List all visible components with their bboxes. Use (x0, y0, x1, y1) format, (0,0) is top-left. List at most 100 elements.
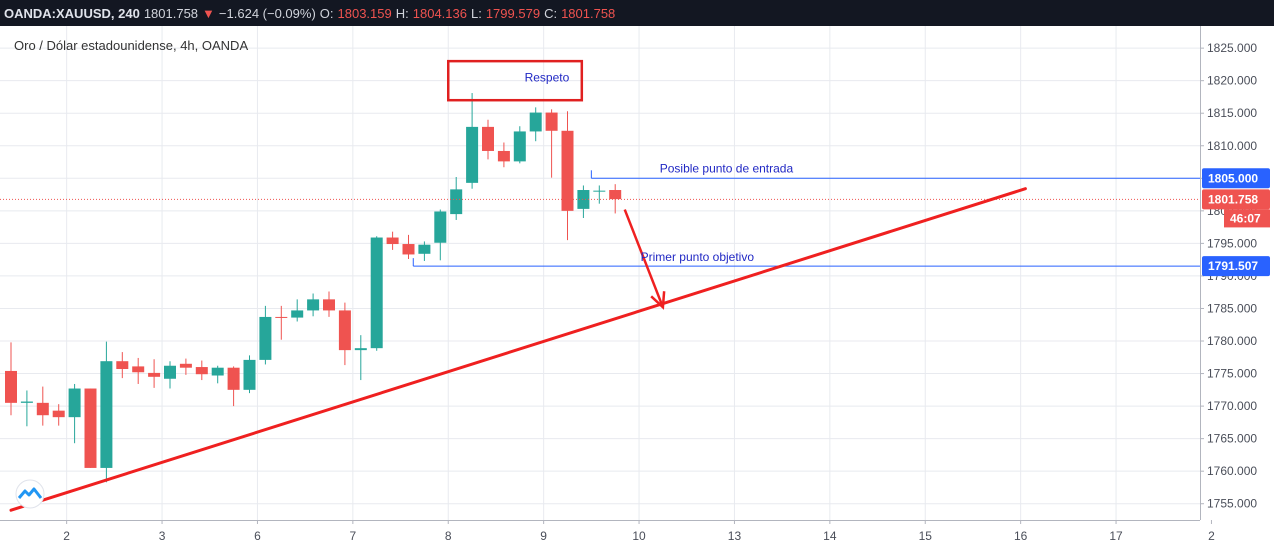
candle-body (593, 190, 606, 192)
y-tick-label: 1780.000 (1207, 334, 1257, 348)
chart-title: Oro / Dólar estadounidense, 4h, OANDA (14, 38, 248, 53)
x-tick-label: 3 (159, 529, 166, 543)
price-tag-label: 1801.758 (1208, 192, 1258, 206)
candle-body (577, 190, 590, 209)
candle-body (370, 237, 383, 349)
grid (0, 26, 1212, 520)
candle-body (116, 361, 129, 370)
candle-body (418, 244, 431, 254)
candle-body (52, 410, 65, 418)
y-tick-label: 1810.000 (1207, 139, 1257, 153)
candle-body (434, 211, 447, 243)
price-tag[interactable] (1202, 168, 1270, 189)
x-tick-label: 7 (350, 529, 357, 543)
candle-body (275, 316, 288, 318)
low-value: 1799.579 (485, 5, 541, 21)
high-value: 1804.136 (412, 5, 467, 21)
candle-body (36, 402, 49, 416)
y-tick-label: 1820.000 (1207, 74, 1257, 88)
candle-body (323, 299, 335, 311)
candle-body (482, 126, 494, 151)
candle-body (243, 359, 256, 390)
price-tag[interactable] (1202, 189, 1270, 210)
y-tick-label: 1755.000 (1207, 497, 1257, 511)
candle-body (84, 388, 97, 468)
candle-body (227, 367, 240, 390)
candle-body (338, 310, 351, 351)
time-axis[interactable]: 2 3 6 7 8 9 10 13 14 15 16 17 2 (0, 520, 1215, 543)
last-price: 1801.758 (143, 5, 199, 21)
candle-body (307, 299, 320, 311)
y-tick-label: 1760.000 (1207, 464, 1257, 478)
price-tag-label: 1791.507 (1208, 259, 1258, 273)
high-label: H: (395, 5, 409, 21)
candle-body (291, 310, 304, 318)
countdown-label: 46:07 (1230, 211, 1261, 225)
candle-body (164, 365, 176, 379)
x-tick-label: 8 (445, 529, 452, 543)
candle-body (20, 401, 33, 403)
price-chart[interactable]: Respeto Posible punto de entrada Primer pu… (0, 26, 1274, 551)
price-axis[interactable]: 1825.000 1820.000 1815.000 1810.000 1805.000… (1200, 26, 1274, 551)
tradingview-logo-icon[interactable] (15, 479, 45, 509)
y-tick-label: 1770.000 (1207, 399, 1257, 413)
x-tick-label: 16 (1014, 529, 1028, 543)
candle-body (179, 363, 192, 368)
annotation-label[interactable]: Primer punto objetivo (641, 250, 755, 264)
candle-body (513, 131, 526, 162)
y-tick-label: 1795.000 (1207, 236, 1257, 250)
candle-body (497, 150, 510, 162)
arrow-head-icon (650, 291, 666, 310)
respeto-box[interactable] (447, 59, 584, 102)
candle-body (100, 361, 113, 468)
x-tick-label: 15 (919, 529, 933, 543)
price-change: −1.624 (−0.09%) (218, 5, 316, 21)
symbol-label[interactable]: OANDA:XAUUSD, 240 (4, 5, 140, 21)
x-tick-label: 14 (823, 529, 837, 543)
price-axis-panel[interactable] (1200, 26, 1274, 551)
annotation-label[interactable]: Respeto (525, 70, 570, 84)
y-tick-label: 1825.000 (1207, 41, 1257, 55)
x-tick-label: 2 (63, 529, 70, 543)
close-value: 1801.758 (561, 5, 616, 21)
candle-body (259, 316, 272, 360)
price-tag-label: 1805.000 (1208, 171, 1258, 185)
symbol-info-bar: OANDA:XAUUSD, 240 1801.758 ▼ −1.624 (−0.… (0, 0, 1274, 26)
candle-body (466, 126, 479, 183)
drawings[interactable]: Respeto Posible punto de entrada Primer pu… (0, 59, 1200, 512)
candle-body (529, 112, 542, 132)
candle-body (5, 370, 17, 403)
candle-body (561, 130, 574, 211)
x-tick-label: 6 (254, 529, 261, 543)
y-tick-label: 1765.000 (1207, 432, 1257, 446)
countdown-tag (1224, 209, 1270, 228)
candle-body (148, 372, 161, 377)
y-tick-label: 1815.000 (1207, 106, 1257, 120)
candle-body (354, 348, 367, 351)
x-tick-label: 17 (1109, 529, 1123, 543)
open-label: O: (319, 5, 334, 21)
candle-body (68, 388, 81, 418)
candle-body (545, 112, 558, 131)
candle-body (386, 237, 399, 245)
candle-body (402, 244, 415, 255)
x-tick-label: 9 (540, 529, 547, 543)
annotation-label[interactable]: Posible punto de entrada (660, 161, 794, 175)
open-value: 1803.159 (337, 5, 392, 21)
y-tick-label: 1775.000 (1207, 367, 1257, 381)
price-tag[interactable] (1202, 256, 1270, 277)
x-tick-label: 13 (728, 529, 742, 543)
x-tick-label: 2 (1208, 529, 1215, 543)
candles (5, 93, 622, 483)
candle-body (211, 367, 224, 376)
down-arrow-icon: ▼ (202, 5, 215, 21)
y-tick-label: 1785.000 (1207, 301, 1257, 315)
candle-body (450, 189, 463, 215)
x-tick-label: 10 (632, 529, 646, 543)
low-label: L: (470, 5, 482, 21)
target-arrow[interactable] (623, 209, 665, 308)
candle-body (609, 190, 622, 200)
candle-body (195, 367, 208, 375)
support-trendline[interactable] (9, 187, 1027, 512)
